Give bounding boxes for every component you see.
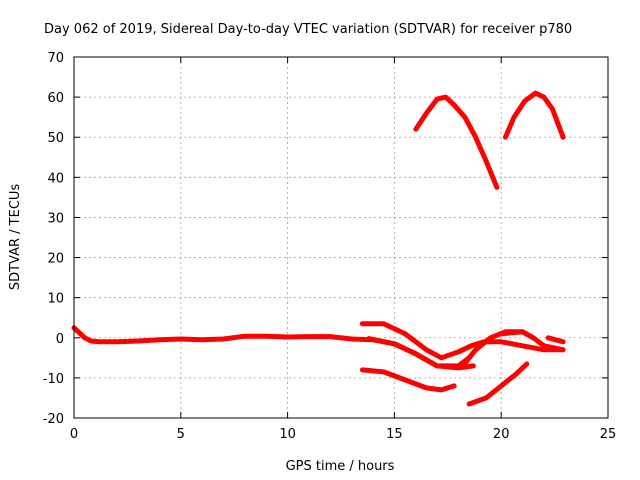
y-tick-label: 10 <box>47 292 64 307</box>
x-axis-label: GPS time / hours <box>286 459 395 474</box>
grid <box>74 57 608 418</box>
series-baseline <box>71 325 476 371</box>
series-low-dip <box>359 367 457 393</box>
series-late-short <box>545 335 566 345</box>
series-recovery <box>460 329 536 369</box>
series-upper-dip <box>359 321 487 361</box>
series-late-low <box>483 339 566 353</box>
x-tick-label: 10 <box>279 427 296 442</box>
y-tick-label: 30 <box>47 211 64 226</box>
series-group <box>71 90 566 407</box>
x-tick-label: 0 <box>70 427 78 442</box>
y-tick-label: 70 <box>47 51 64 66</box>
y-tick-label: 50 <box>47 131 64 146</box>
plot-frame <box>73 56 609 419</box>
chart-title: Day 062 of 2019, Sidereal Day-to-day VTE… <box>44 22 572 37</box>
y-tick-label: -10 <box>43 372 64 387</box>
series-arc-one <box>413 94 500 190</box>
y-axis-label: SDTVAR / TECUs <box>8 184 23 291</box>
y-tick-label: 60 <box>47 91 64 106</box>
x-tick-label: 5 <box>177 427 185 442</box>
series-arc-two <box>503 90 566 140</box>
x-tick-label: 20 <box>493 427 510 442</box>
series-late-mid <box>498 329 566 353</box>
x-tick-label: 15 <box>386 427 403 442</box>
axis-ticks: 0 5 10 15 20 25 -20 -10 0 10 20 30 40 50 60 70 <box>43 51 617 442</box>
x-tick-label: 25 <box>600 427 617 442</box>
y-tick-label: 0 <box>56 332 64 347</box>
series-middle-dip <box>366 336 472 369</box>
series-rising <box>466 361 530 407</box>
y-tick-label: 40 <box>47 171 64 186</box>
y-tick-label: 20 <box>47 252 64 267</box>
y-tick-label: -20 <box>43 412 64 427</box>
